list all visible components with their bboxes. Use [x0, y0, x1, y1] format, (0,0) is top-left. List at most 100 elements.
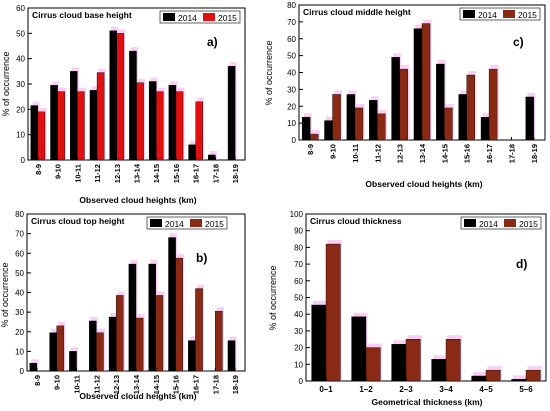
bar-2015 — [116, 33, 125, 161]
bar-2015 — [377, 113, 386, 141]
legend-box — [159, 10, 241, 24]
y-axis-label: % of occurrence — [0, 262, 10, 327]
bar-2014 — [128, 263, 137, 372]
y-tick-label: 90 — [294, 227, 303, 236]
y-tick-label: 30 — [15, 308, 24, 317]
y-axis-label: % of occurrence — [264, 40, 274, 105]
x-tick-label: 9-10 — [53, 375, 62, 390]
bar-2015 — [215, 310, 223, 372]
legend-label: 2014 — [178, 13, 197, 23]
chart-panel-c: 0 10 20 30 40 50 60 70 80 8-9 9-10 10-11 11-12 12-13 1… — [264, 1, 546, 189]
y-tick-label: 10 — [15, 347, 24, 356]
x-axis-label: Geometrical thickness (km) — [371, 397, 482, 407]
bar-2015 — [354, 107, 364, 141]
x-tick-label: 11-12 — [373, 144, 382, 163]
y-tick-label: 20 — [16, 105, 25, 114]
panel-label: c) — [513, 35, 524, 49]
y-tick-label: 50 — [287, 52, 296, 61]
x-tick-label: 17-18 — [211, 164, 220, 183]
y-tick-label: 40 — [294, 310, 303, 319]
legend-box — [146, 216, 228, 230]
bar-2015 — [175, 91, 184, 161]
bar-2015 — [56, 325, 65, 372]
y-tick-label: 70 — [294, 260, 303, 269]
bar-2015 — [115, 295, 124, 372]
chart-panel-d: 0 10 20 30 40 50 60 70 80 90 100 0–1 1–2 2–3 3–4 4–5 5–6… — [268, 210, 547, 407]
bar-2015 — [175, 257, 183, 372]
bar-2015 — [155, 295, 164, 372]
bar-2014 — [168, 237, 176, 372]
bar-2015 — [399, 68, 408, 141]
bar-2014 — [70, 71, 78, 161]
y-tick-label: 100 — [290, 210, 304, 219]
x-tick-label: 5–6 — [519, 385, 533, 394]
bar-2014 — [50, 85, 58, 161]
y-tick-label: 40 — [16, 55, 25, 64]
legend-swatch — [463, 10, 475, 18]
bar-2014 — [471, 375, 487, 382]
x-tick-label: 10-11 — [73, 375, 82, 394]
bar-2014 — [346, 94, 356, 141]
chart-panel-b: 0 10 20 30 40 50 60 70 80 8-9 9-10 10-11 11-12 12-13 1… — [0, 210, 246, 401]
x-tick-label: 15-16 — [463, 144, 472, 163]
legend-box — [459, 7, 541, 21]
x-tick-label: 0–1 — [319, 385, 333, 394]
bar-2015 — [309, 133, 319, 141]
bar-2014 — [413, 28, 423, 141]
panel-label: b) — [196, 251, 207, 265]
legend-swatch — [190, 219, 202, 227]
bar-2014 — [29, 362, 38, 372]
y-tick-label: 30 — [16, 80, 25, 89]
bar-2015 — [405, 339, 421, 382]
legend-label: 2015 — [205, 219, 224, 229]
legend-swatch — [163, 13, 175, 21]
y-tick-label: 60 — [16, 4, 25, 13]
bar-2015 — [136, 82, 144, 161]
legend-label: 2015 — [519, 219, 538, 229]
x-tick-label: 14-15 — [152, 164, 161, 183]
x-tick-label: 1–2 — [359, 385, 373, 394]
x-tick-label: 2–3 — [399, 385, 413, 394]
bar-2015 — [325, 243, 341, 382]
y-tick-label: 10 — [16, 131, 25, 140]
x-tick-label: 17-18 — [507, 144, 516, 163]
x-tick-label: 13-14 — [133, 163, 142, 183]
x-tick-label: 10-11 — [73, 164, 82, 183]
y-tick-label: 50 — [294, 294, 303, 303]
x-axis-label: Observed cloud heights (km) — [365, 179, 482, 189]
x-tick-label: 12-13 — [112, 375, 121, 394]
bar-2014 — [511, 379, 527, 382]
y-tick-label: 0 — [21, 156, 26, 165]
y-tick-label: 20 — [294, 344, 303, 353]
legend-swatch — [464, 219, 476, 227]
bar-2015 — [466, 74, 475, 141]
plot-frame — [305, 213, 547, 382]
x-tick-label: 10-11 — [351, 144, 360, 163]
x-axis-label: Observed cloud heights (km) — [79, 195, 196, 205]
bar-2014 — [458, 94, 467, 141]
y-tick-label: 0 — [292, 136, 297, 145]
legend-swatch — [503, 10, 515, 18]
chart-title: Cirrus cloud thickness — [310, 216, 402, 226]
x-tick-label: 8-9 — [34, 164, 43, 175]
y-tick-label: 40 — [287, 69, 296, 78]
y-tick-label: 60 — [287, 35, 296, 44]
y-tick-label: 50 — [15, 269, 24, 278]
bar-2015 — [96, 72, 105, 161]
y-tick-label: 30 — [294, 327, 303, 336]
x-tick-label: 14-15 — [440, 144, 449, 163]
x-tick-label: 15-16 — [172, 375, 181, 394]
x-tick-label: 12-13 — [113, 164, 122, 183]
x-tick-label: 18-19 — [530, 144, 539, 163]
chart-panel-a: 0 10 20 30 40 50 60 8-9 9-10 10-11 11-12 12-13 13-14… — [1, 4, 246, 205]
bar-2014 — [311, 304, 327, 382]
bar-2014 — [89, 90, 98, 161]
bar-2015 — [421, 23, 431, 141]
bar-2014 — [49, 332, 57, 372]
bar-2015 — [332, 94, 341, 141]
y-tick-label: 80 — [287, 1, 296, 10]
x-tick-label: 4–5 — [479, 385, 493, 394]
bar-2014 — [148, 263, 157, 372]
x-tick-label: 13-14 — [418, 143, 427, 163]
bar-2015 — [77, 91, 85, 161]
